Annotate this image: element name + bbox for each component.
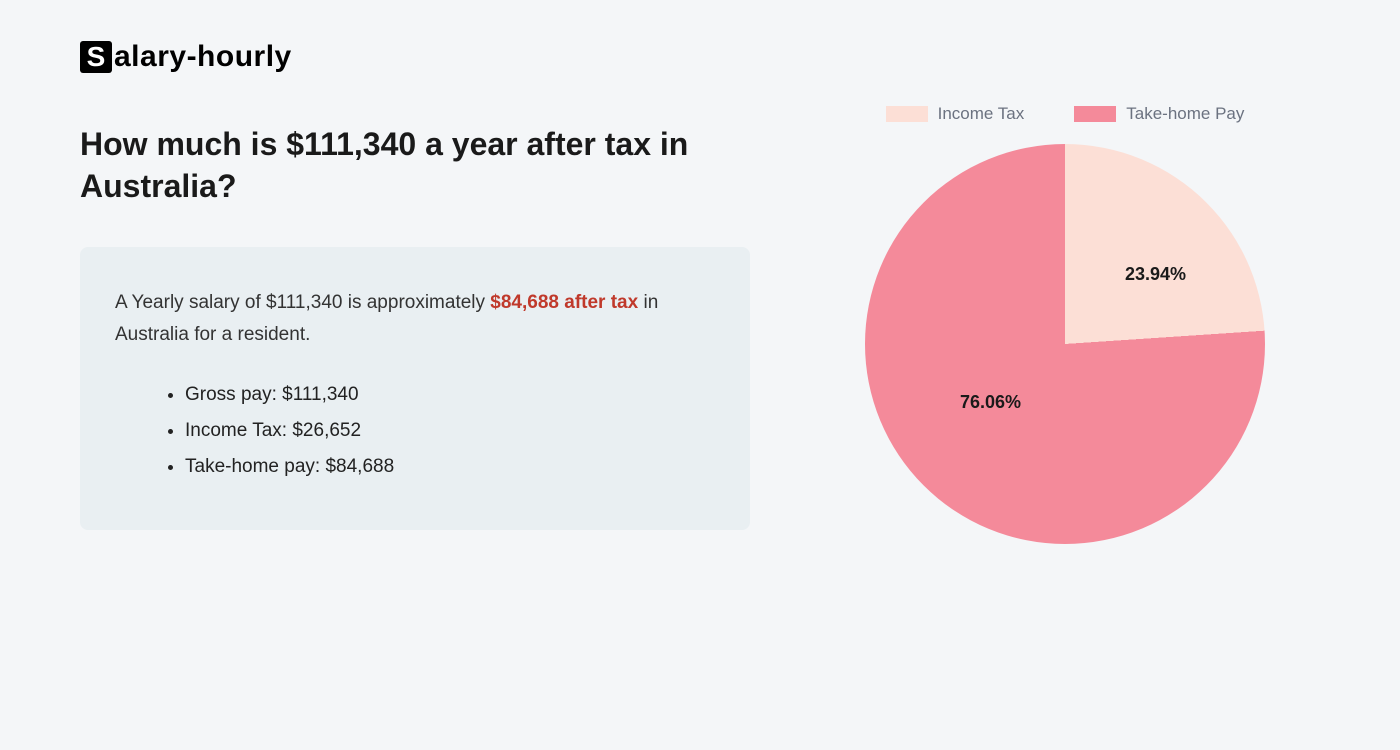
logo-badge: S xyxy=(80,41,112,73)
pie-chart-container: 23.94% 76.06% xyxy=(865,144,1265,544)
summary-highlight: $84,688 after tax xyxy=(490,292,638,313)
legend-swatch-icon xyxy=(886,106,928,122)
pie-chart xyxy=(865,144,1265,544)
legend-item-income-tax: Income Tax xyxy=(886,104,1025,124)
list-item: Gross pay: $111,340 xyxy=(185,377,715,413)
pie-slice-label-take-home: 76.06% xyxy=(960,392,1021,413)
legend-item-take-home: Take-home Pay xyxy=(1074,104,1244,124)
legend-label: Income Tax xyxy=(938,104,1025,124)
left-column: How much is $111,340 a year after tax in… xyxy=(80,124,750,544)
legend-swatch-icon xyxy=(1074,106,1116,122)
chart-column: Income Tax Take-home Pay 23.94% 76.06% xyxy=(810,124,1320,544)
list-item: Take-home pay: $84,688 xyxy=(185,449,715,485)
summary-sentence: A Yearly salary of $111,340 is approxima… xyxy=(115,287,715,352)
chart-legend: Income Tax Take-home Pay xyxy=(810,104,1320,124)
logo-text: alary-hourly xyxy=(114,40,292,74)
pie-slice-label-income-tax: 23.94% xyxy=(1125,264,1186,285)
summary-box: A Yearly salary of $111,340 is approxima… xyxy=(80,247,750,530)
summary-list: Gross pay: $111,340 Income Tax: $26,652 … xyxy=(115,377,715,485)
legend-label: Take-home Pay xyxy=(1126,104,1244,124)
main-content: How much is $111,340 a year after tax in… xyxy=(80,124,1320,544)
page-heading: How much is $111,340 a year after tax in… xyxy=(80,124,750,207)
logo: S alary-hourly xyxy=(80,40,1320,74)
summary-text-before: A Yearly salary of $111,340 is approxima… xyxy=(115,292,490,313)
list-item: Income Tax: $26,652 xyxy=(185,413,715,449)
